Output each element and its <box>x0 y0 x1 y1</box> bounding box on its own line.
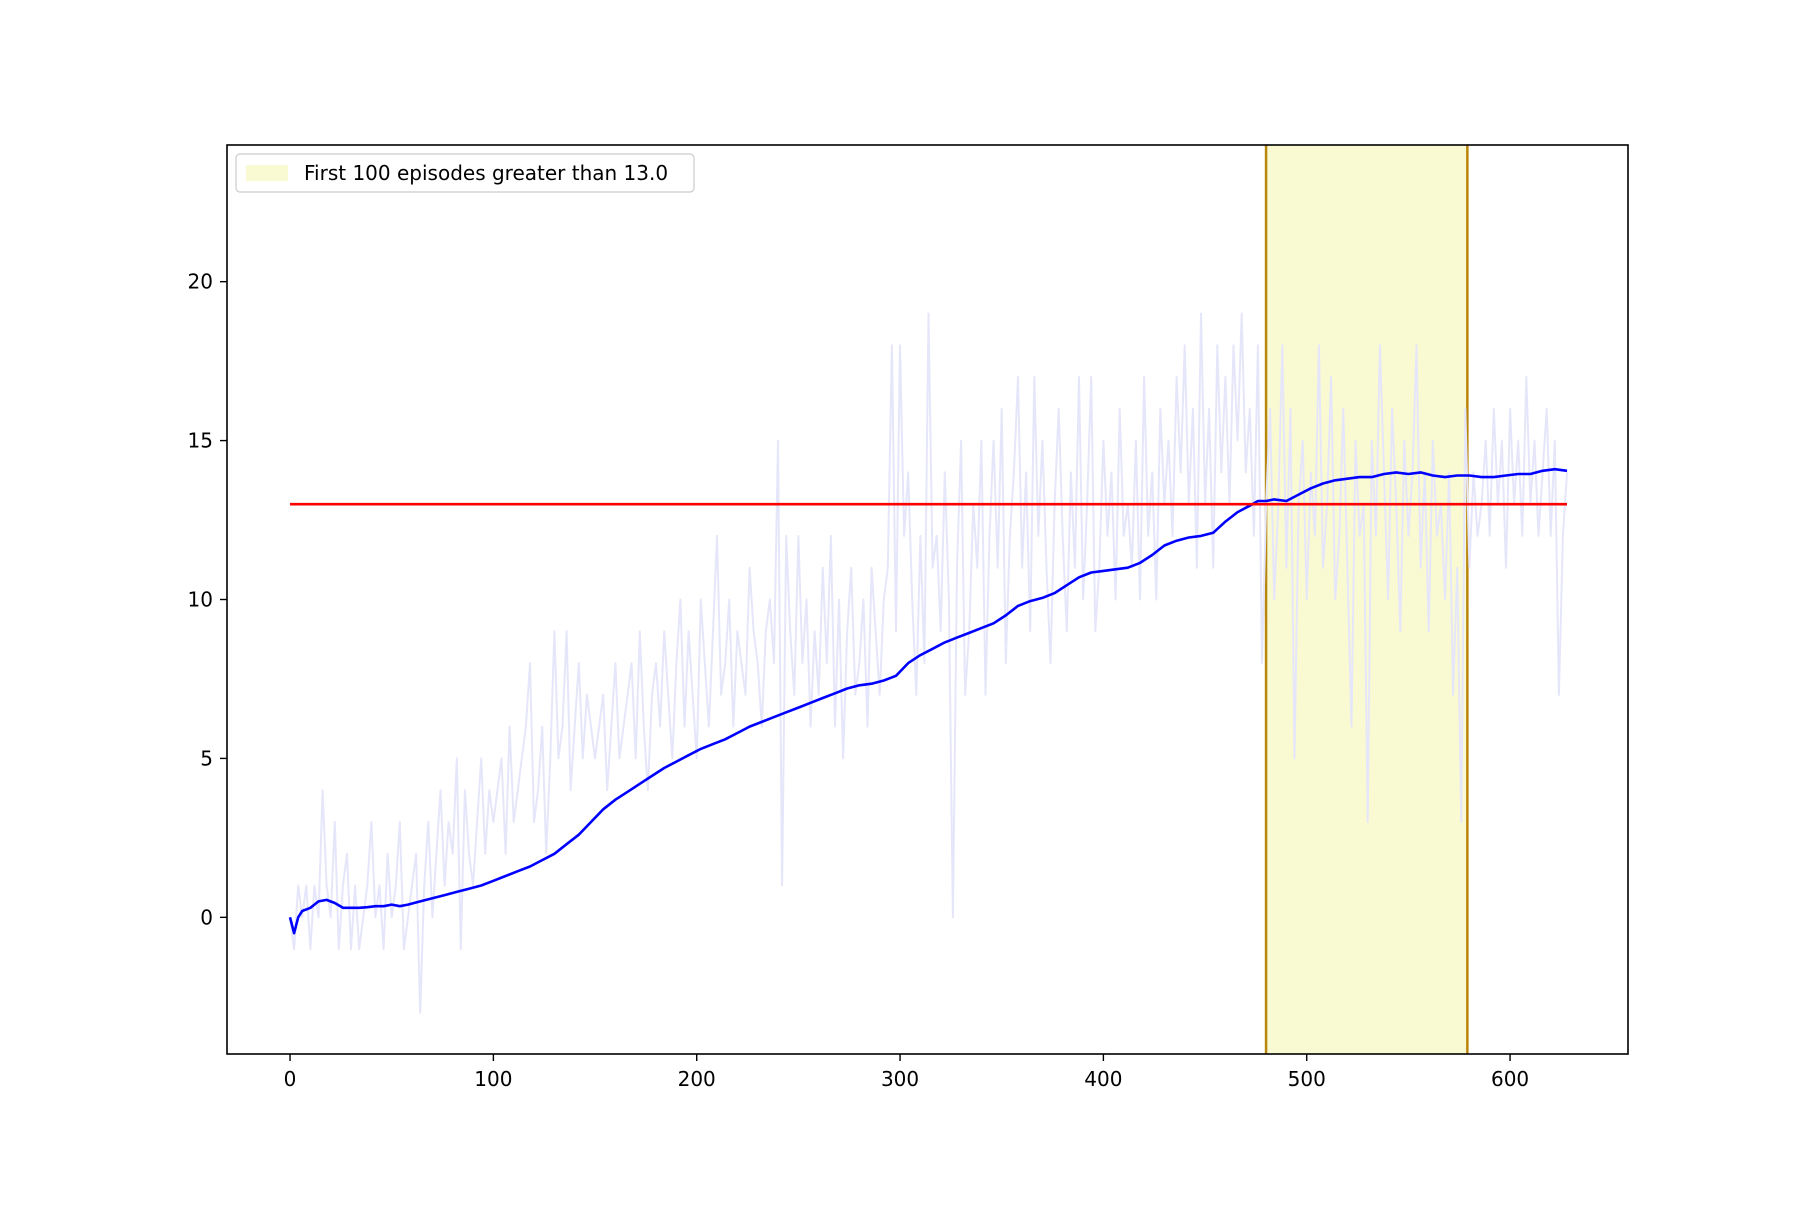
highlight-span-layer <box>1264 145 1469 1054</box>
axes-layer: 0 100 200 300 400 500 600 0 5 10 15 20 <box>188 144 1629 1091</box>
highlight-span-fill <box>1266 145 1468 1054</box>
legend-label: First 100 episodes greater than 13.0 <box>304 161 668 185</box>
legend-swatch <box>246 165 288 181</box>
x-tick-label: 0 <box>284 1067 297 1091</box>
x-tick-label: 400 <box>1084 1067 1122 1091</box>
moving-average-line <box>288 467 1568 935</box>
y-tick-label: 5 <box>200 746 213 770</box>
x-tick-label: 500 <box>1288 1067 1326 1091</box>
x-tick-label: 300 <box>881 1067 919 1091</box>
series-layer <box>288 312 1568 1014</box>
y-tick-label: 20 <box>188 270 213 294</box>
legend-box <box>235 153 695 193</box>
x-tick-label: 600 <box>1491 1067 1529 1091</box>
x-tick-label: 100 <box>474 1067 512 1091</box>
raw-scores-line <box>289 312 1568 1014</box>
x-tick-label: 200 <box>678 1067 716 1091</box>
legend: First 100 episodes greater than 13.0 <box>235 153 695 193</box>
y-tick-label: 15 <box>188 429 213 453</box>
y-tick-label: 10 <box>188 588 213 612</box>
y-tick-label: 0 <box>200 905 213 929</box>
